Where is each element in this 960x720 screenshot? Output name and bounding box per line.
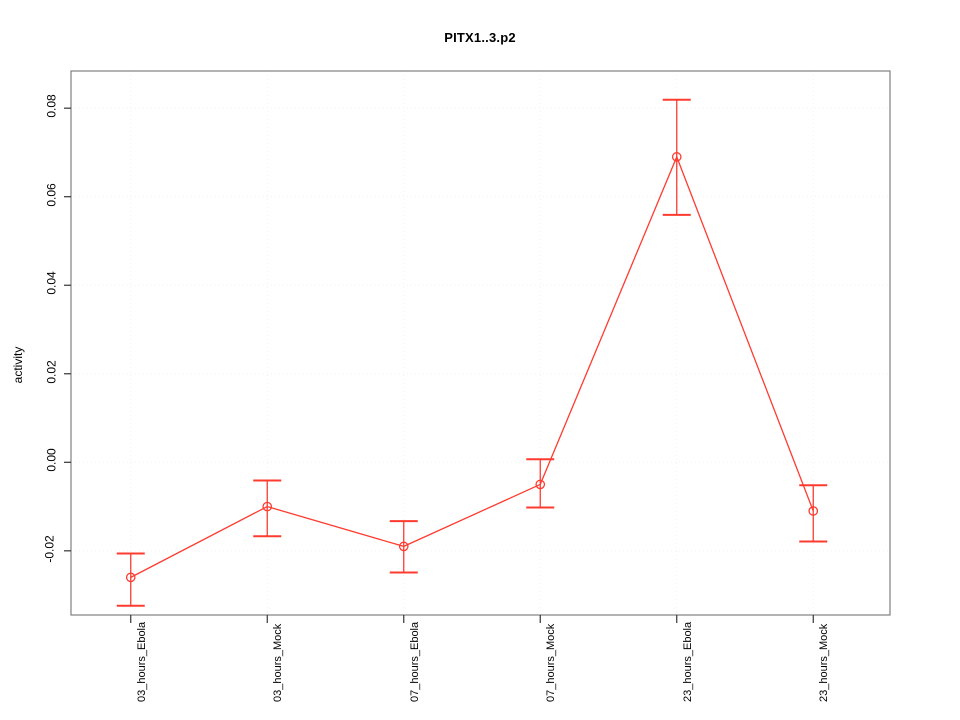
y-tick-label: 0.02: [44, 360, 59, 384]
x-tick-label: 07_hours_Mock: [545, 623, 558, 702]
error-bars: [116, 98, 828, 607]
page-title: PITX1..3.p2: [444, 30, 516, 45]
y-axis-ticks: [64, 107, 71, 552]
y-tick-label: 0.00: [44, 448, 59, 472]
data-point-marker: [535, 479, 546, 490]
x-tick-label: 07_hours_Ebola: [408, 621, 421, 702]
x-tick-label: 03_hours_Mock: [272, 623, 285, 702]
series-line-activity: [130, 155, 814, 578]
x-tick-label: 23_hours_Ebola: [681, 621, 694, 702]
x-tick-label: 03_hours_Ebola: [135, 621, 148, 702]
axis-frame: [70, 70, 891, 616]
y-tick-label: 0.08: [44, 94, 59, 118]
series-polyline: [130, 155, 814, 578]
data-point-marker: [671, 152, 682, 162]
y-tick-label: 0.04: [44, 271, 59, 295]
data-points: [125, 152, 819, 583]
data-point-marker: [262, 501, 273, 512]
plot-frame: [70, 70, 891, 616]
x-tick-label: 23_hours_Mock: [818, 623, 831, 702]
y-tick-label: 0.06: [44, 183, 59, 207]
data-point-marker: [125, 572, 136, 583]
y-tick-label: -0.02: [42, 535, 57, 563]
gridlines: [71, 71, 890, 615]
data-point-marker: [398, 541, 409, 552]
data-point-marker: [808, 506, 819, 516]
x-axis-ticks: [130, 615, 814, 623]
